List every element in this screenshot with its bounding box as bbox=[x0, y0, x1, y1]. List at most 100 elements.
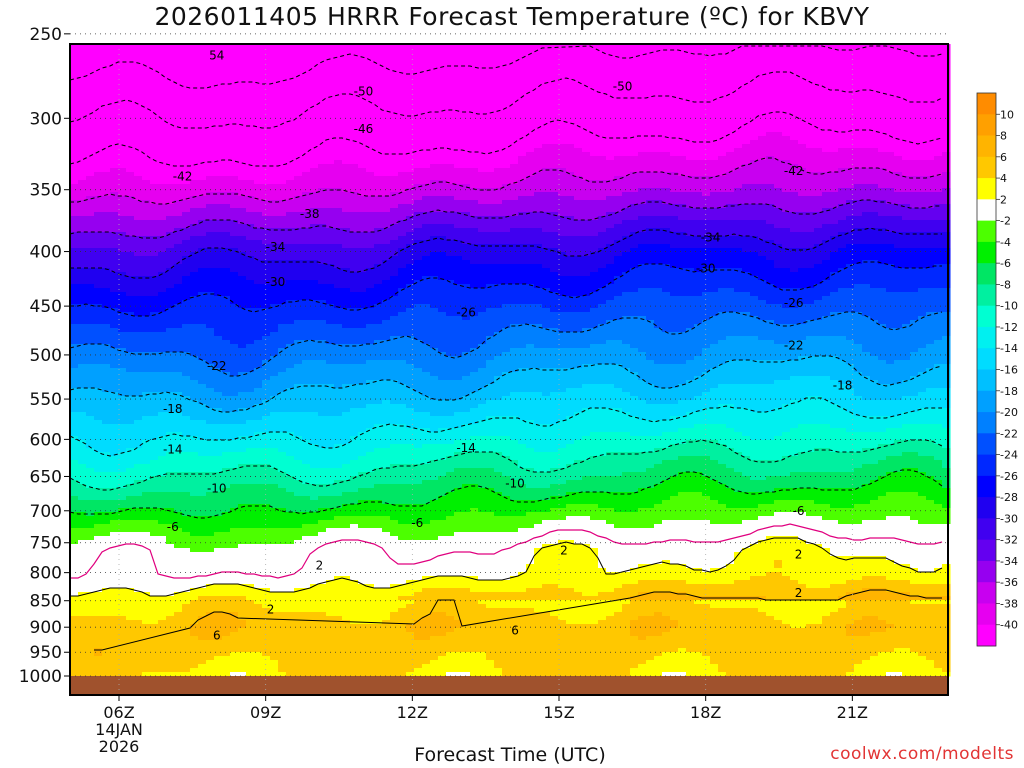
temperature-cell bbox=[110, 240, 119, 245]
temperature-cell bbox=[206, 496, 215, 501]
temperature-cell bbox=[270, 328, 279, 333]
temperature-cell bbox=[294, 344, 303, 349]
temperature-cell bbox=[262, 556, 271, 561]
temperature-cell bbox=[294, 548, 303, 553]
temperature-cell bbox=[118, 628, 127, 633]
temperature-cell bbox=[134, 452, 143, 457]
temperature-cell bbox=[198, 192, 207, 197]
temperature-cell bbox=[94, 252, 103, 257]
temperature-cell bbox=[254, 180, 263, 185]
temperature-cell bbox=[238, 164, 247, 169]
temperature-cell bbox=[158, 588, 167, 593]
temperature-cell bbox=[182, 668, 191, 673]
temperature-cell bbox=[294, 428, 303, 433]
temperature-cell bbox=[126, 176, 135, 181]
temperature-cell bbox=[310, 592, 319, 597]
temperature-cell bbox=[318, 256, 327, 261]
temperature-cell bbox=[182, 660, 191, 665]
temperature-cell bbox=[70, 164, 79, 169]
temperature-cell bbox=[190, 232, 199, 237]
temperature-cell bbox=[302, 464, 311, 469]
temperature-cell bbox=[230, 484, 239, 489]
temperature-cell bbox=[270, 372, 279, 377]
temperature-cell bbox=[230, 536, 239, 541]
temperature-cell bbox=[70, 432, 79, 437]
temperature-cell bbox=[262, 212, 271, 217]
temperature-cell bbox=[206, 140, 215, 145]
temperature-cell bbox=[270, 180, 279, 185]
temperature-cell bbox=[302, 412, 311, 417]
temperature-cell bbox=[94, 144, 103, 149]
temperature-cell bbox=[238, 276, 247, 281]
temperature-cell bbox=[166, 672, 175, 677]
temperature-cell bbox=[190, 496, 199, 501]
temperature-cell bbox=[70, 244, 79, 249]
temperature-cell bbox=[302, 336, 311, 341]
temperature-cell bbox=[142, 332, 151, 337]
temperature-cell bbox=[302, 200, 311, 205]
temperature-cell bbox=[262, 652, 271, 657]
temperature-cell bbox=[158, 216, 167, 221]
temperature-cell bbox=[310, 448, 319, 453]
temperature-cell bbox=[198, 272, 207, 277]
temperature-cell bbox=[118, 452, 127, 457]
temperature-cell bbox=[86, 664, 95, 669]
temperature-cell bbox=[270, 324, 279, 329]
temperature-cell bbox=[230, 68, 239, 73]
temperature-cell bbox=[246, 664, 255, 669]
temperature-cell bbox=[86, 548, 95, 553]
temperature-cell bbox=[302, 408, 311, 413]
temperature-cell bbox=[206, 120, 215, 125]
temperature-cell bbox=[310, 296, 319, 301]
temperature-cell bbox=[238, 588, 247, 593]
temperature-cell bbox=[262, 292, 271, 297]
temperature-cell bbox=[318, 304, 327, 309]
temperature-cell bbox=[86, 380, 95, 385]
temperature-cell bbox=[278, 444, 287, 449]
temperature-cell bbox=[222, 396, 231, 401]
temperature-cell bbox=[294, 492, 303, 497]
temperature-cell bbox=[86, 52, 95, 57]
temperature-cell bbox=[270, 436, 279, 441]
temperature-cell bbox=[134, 168, 143, 173]
temperature-cell bbox=[102, 516, 111, 521]
temperature-cell bbox=[94, 492, 103, 497]
temperature-cell bbox=[158, 72, 167, 77]
temperature-cell bbox=[110, 144, 119, 149]
temperature-cell bbox=[94, 596, 103, 601]
temperature-cell bbox=[174, 548, 183, 553]
temperature-cell bbox=[270, 500, 279, 505]
temperature-cell bbox=[78, 396, 87, 401]
temperature-cell bbox=[70, 544, 79, 549]
temperature-cell bbox=[278, 248, 287, 253]
temperature-cell bbox=[158, 492, 167, 497]
temperature-cell bbox=[222, 172, 231, 177]
temperature-cell bbox=[166, 496, 175, 501]
temperature-cell bbox=[110, 364, 119, 369]
temperature-cell bbox=[214, 404, 223, 409]
temperature-cell bbox=[182, 636, 191, 641]
temperature-cell bbox=[222, 80, 231, 85]
temperature-cell bbox=[190, 412, 199, 417]
temperature-cell bbox=[278, 68, 287, 73]
temperature-cell bbox=[70, 528, 79, 533]
temperature-cell bbox=[118, 616, 127, 621]
temperature-cell bbox=[270, 480, 279, 485]
temperature-cell bbox=[230, 236, 239, 241]
temperature-cell bbox=[254, 236, 263, 241]
temperature-cell bbox=[278, 252, 287, 257]
temperature-cell bbox=[174, 332, 183, 337]
temperature-cell bbox=[302, 360, 311, 365]
temperature-cell bbox=[278, 140, 287, 145]
temperature-cell bbox=[70, 444, 79, 449]
temperature-cell bbox=[286, 320, 295, 325]
temperature-cell bbox=[158, 580, 167, 585]
temperature-cell bbox=[270, 596, 279, 601]
temperature-cell bbox=[158, 444, 167, 449]
temperature-cell bbox=[222, 508, 231, 513]
temperature-cell bbox=[174, 624, 183, 629]
temperature-cell bbox=[190, 152, 199, 157]
temperature-cell bbox=[198, 340, 207, 345]
temperature-cell bbox=[166, 576, 175, 581]
temperature-cell bbox=[134, 400, 143, 405]
